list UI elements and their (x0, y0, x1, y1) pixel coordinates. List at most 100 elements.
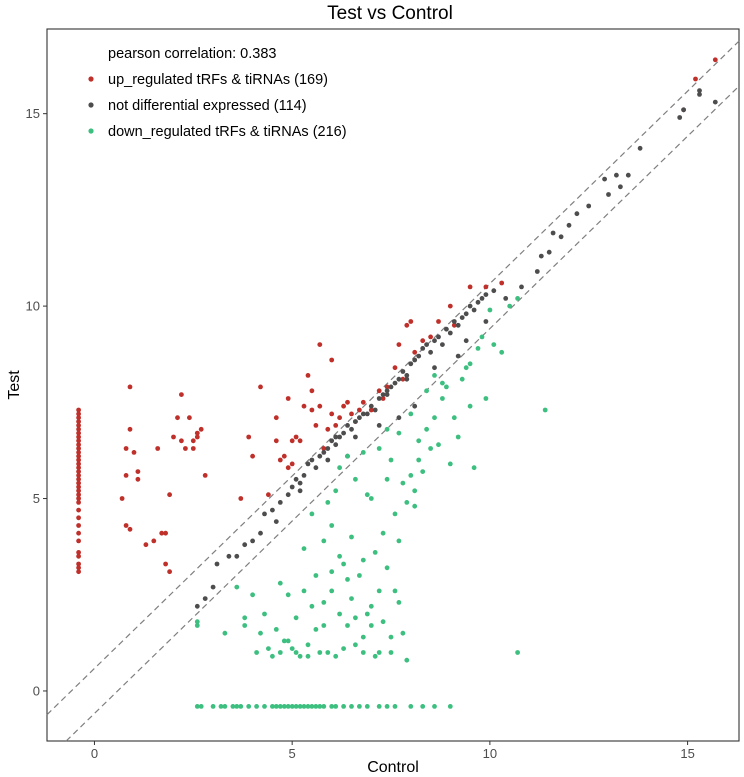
data-point (424, 426, 429, 432)
data-point (242, 542, 248, 548)
x-tick-label: 0 (91, 746, 98, 761)
data-point (76, 488, 81, 494)
data-point (194, 619, 200, 625)
data-point (76, 450, 81, 455)
series-3 (194, 296, 548, 709)
data-point (519, 284, 524, 290)
data-point (258, 384, 263, 390)
data-point (293, 476, 299, 482)
y-axis: 0 5 10 15 (26, 106, 47, 698)
data-point (285, 492, 291, 498)
data-point (309, 511, 315, 517)
data-point (372, 653, 378, 659)
y-tick-label: 5 (33, 491, 40, 506)
data-point (384, 426, 390, 432)
reference-lines (46, 40, 740, 742)
data-point (412, 403, 418, 409)
data-point (76, 492, 81, 498)
data-point (408, 319, 414, 324)
data-point (202, 596, 208, 601)
data-point (190, 446, 196, 451)
data-point (376, 396, 382, 401)
data-point (566, 222, 572, 228)
data-point (697, 92, 702, 97)
data-point (357, 415, 362, 421)
data-point (222, 704, 228, 709)
data-point (218, 704, 224, 709)
y-tick-label: 0 (33, 683, 40, 698)
data-point (317, 650, 323, 655)
data-point (305, 642, 311, 648)
legend-label: up_regulated tRFs & tiRNAs (169) (108, 72, 328, 88)
data-point (396, 376, 402, 382)
data-point (254, 704, 259, 709)
data-point (467, 284, 473, 290)
data-point (349, 596, 354, 601)
data-point (357, 704, 362, 709)
data-point (408, 704, 414, 709)
data-point (376, 423, 382, 428)
data-point (546, 249, 552, 255)
data-point (625, 172, 631, 178)
data-point (467, 303, 473, 309)
data-point (123, 523, 129, 528)
data-point (313, 573, 319, 578)
data-point (360, 399, 366, 405)
data-point (305, 373, 311, 378)
data-point (273, 627, 279, 632)
data-point (210, 584, 216, 590)
data-point (444, 326, 449, 332)
data-point (76, 434, 81, 440)
chart-title: Test vs Control (327, 3, 453, 24)
data-point (76, 480, 81, 486)
data-point (368, 496, 374, 501)
data-point (297, 704, 303, 709)
data-point (408, 473, 414, 478)
y-axis-title: Test (6, 370, 23, 400)
data-point (281, 638, 287, 644)
data-point (345, 577, 350, 582)
data-point (194, 434, 200, 440)
data-point (333, 653, 339, 659)
data-point (76, 430, 81, 436)
data-point (420, 338, 426, 344)
data-point (337, 434, 342, 440)
data-point (297, 488, 303, 494)
data-point (372, 407, 378, 413)
data-point (440, 396, 445, 401)
data-point (602, 176, 607, 182)
data-point (246, 704, 252, 709)
data-point (483, 319, 489, 324)
data-point (238, 496, 244, 501)
data-point (123, 446, 129, 451)
data-point (76, 538, 81, 544)
data-point (384, 476, 390, 482)
data-point (198, 704, 204, 709)
data-point (285, 592, 291, 598)
data-point (194, 704, 200, 709)
data-point (262, 611, 267, 617)
data-point (499, 280, 505, 286)
data-point (289, 484, 295, 490)
data-point (76, 465, 81, 471)
data-point (226, 553, 232, 559)
data-point (76, 419, 81, 424)
data-point (404, 500, 410, 505)
data-point (297, 438, 303, 444)
data-point (76, 415, 81, 421)
data-point (333, 434, 339, 440)
data-point (317, 453, 323, 459)
data-point (428, 334, 433, 340)
data-point (76, 426, 81, 432)
data-point (483, 284, 489, 290)
data-point (463, 311, 469, 317)
data-point (250, 453, 256, 459)
data-point (76, 550, 81, 555)
data-point (270, 704, 275, 709)
data-point (487, 307, 493, 313)
data-point (293, 615, 299, 621)
data-point (317, 403, 323, 409)
data-point (515, 650, 520, 655)
data-point (455, 353, 461, 359)
